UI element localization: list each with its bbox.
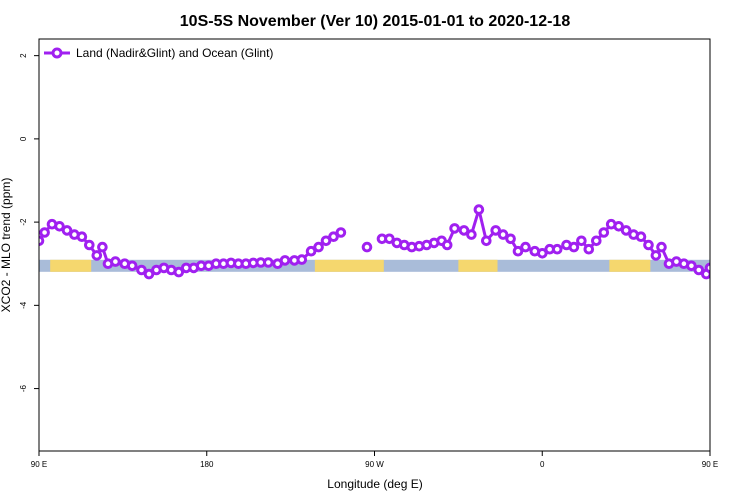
data-point-67 <box>568 241 580 253</box>
land-segment-0 <box>50 259 92 272</box>
data-point-83 <box>686 260 697 272</box>
land-segment-3 <box>609 259 651 272</box>
data-point-51 <box>441 239 453 251</box>
data-point-33 <box>279 255 291 266</box>
data-point-76 <box>635 231 647 242</box>
data-point-56 <box>481 235 492 247</box>
x-tick-label-2: 90 W <box>365 460 384 469</box>
data-point-69 <box>583 243 595 255</box>
legend-marker-swatch <box>51 47 63 59</box>
data-point-31 <box>263 257 274 268</box>
data-point-15 <box>143 268 155 280</box>
data-point-3 <box>54 221 65 232</box>
y-axis-label: XCO2 - MLO trend (ppm) <box>0 178 13 313</box>
data-point-1 <box>39 227 50 238</box>
data-point-59 <box>505 233 516 245</box>
data-point-55 <box>473 204 485 215</box>
data-point-71 <box>598 227 610 238</box>
land-segment-2 <box>458 259 498 272</box>
x-axis: 90 E 180 90 W 0 90 E <box>31 451 718 469</box>
data-point-79 <box>656 241 667 253</box>
x-tick-label-0: 90 E <box>31 460 47 469</box>
y-tick-label-2: -2 <box>19 218 28 226</box>
x-tick-label-3: 0 <box>540 460 545 469</box>
data-point-38 <box>320 235 332 247</box>
chart-title: 10S-5S November (Ver 10) 2015-01-01 to 2… <box>180 13 571 30</box>
x-tick-label-4: 90 E <box>702 460 718 469</box>
data-point-61 <box>520 241 531 253</box>
land-segment-1 <box>314 259 384 272</box>
data-point-57 <box>490 225 502 236</box>
data-point-36 <box>305 245 317 257</box>
data-point-78 <box>650 250 662 261</box>
data-point-40 <box>335 227 347 238</box>
data-point-84 <box>693 264 705 276</box>
y-tick-label-0: 2 <box>19 53 28 58</box>
legend-entry-label: Land (Nadir&Glint) and Ocean (Glint) <box>76 46 273 60</box>
data-point-65 <box>551 243 563 255</box>
data-point-14 <box>136 264 147 276</box>
y-tick-label-3: -4 <box>19 301 28 309</box>
data-point-8 <box>91 250 103 261</box>
data-point-7 <box>84 239 95 251</box>
data-point-39 <box>328 231 339 242</box>
data-point-52 <box>449 223 460 234</box>
y-axis: 2 0 -2 -4 -6 <box>19 53 39 392</box>
x-axis-label: Longitude (deg E) <box>327 477 422 491</box>
y-tick-label-1: 0 <box>19 136 28 141</box>
data-point-9 <box>97 241 108 253</box>
data-point-54 <box>466 229 477 240</box>
data-point-37 <box>313 241 324 253</box>
legend: Land (Nadir&Glint) and Ocean (Glint) <box>44 46 273 60</box>
data-point-4 <box>61 225 73 236</box>
data-point-13 <box>126 260 138 272</box>
data-point-6 <box>76 231 88 242</box>
data-point-58 <box>497 229 509 240</box>
data-point-77 <box>643 239 654 251</box>
data-point-86 <box>704 262 710 274</box>
data-point-68 <box>576 235 587 247</box>
plot-frame <box>38 38 711 452</box>
data-point-43 <box>384 233 395 245</box>
y-tick-label-4: -6 <box>19 384 28 392</box>
data-point-11 <box>110 256 121 267</box>
data-point-19 <box>173 266 185 278</box>
data-point-41 <box>361 241 373 253</box>
data-point-74 <box>620 225 632 236</box>
data-point-63 <box>537 248 548 259</box>
data-point-35 <box>296 254 308 265</box>
data-point-70 <box>591 235 602 247</box>
x-tick-label-1: 180 <box>200 460 214 469</box>
data-point-53 <box>458 225 470 236</box>
data-point-60 <box>512 245 524 257</box>
data-point-73 <box>613 221 625 232</box>
